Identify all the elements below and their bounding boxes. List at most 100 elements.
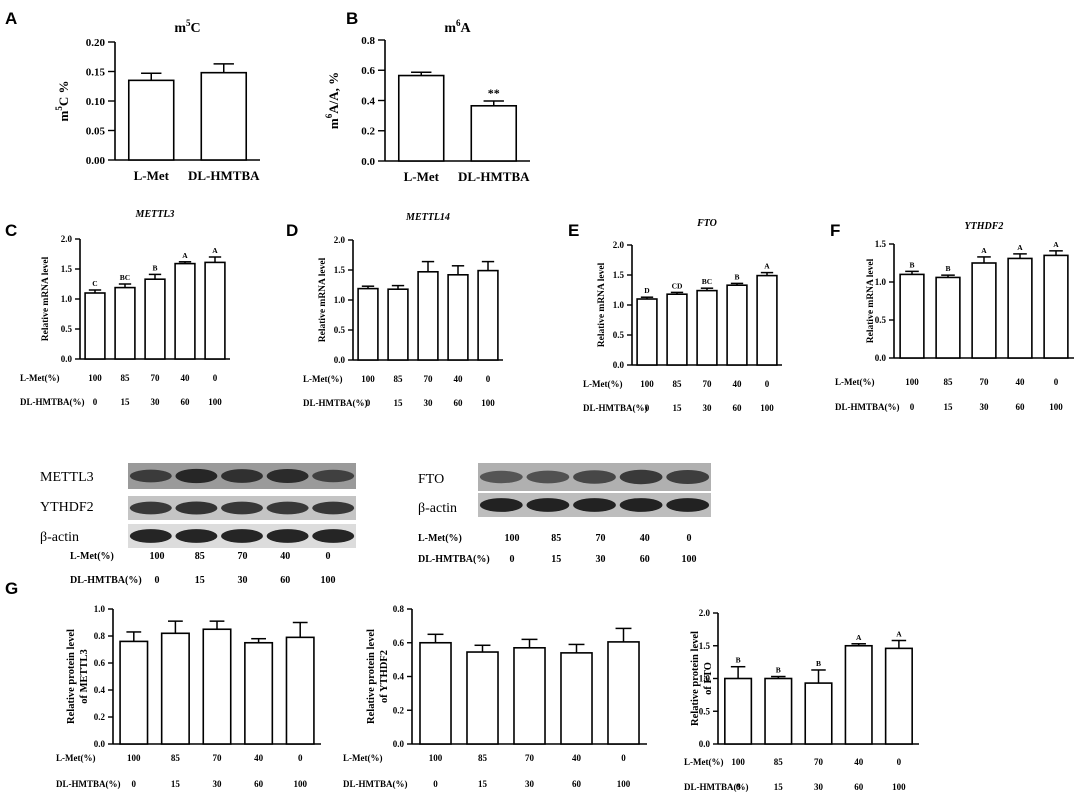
bar <box>935 276 961 359</box>
title-part: m <box>444 21 456 36</box>
y-tick-label: 1.0 <box>61 294 73 304</box>
y-tick-label: 1.0 <box>699 674 711 684</box>
blot-band <box>573 470 616 484</box>
y-tick-label: 0.0 <box>361 156 375 168</box>
ylabel-line: Relative protein level <box>66 629 77 724</box>
y-tick-label: 1.0 <box>875 277 887 287</box>
y-tick-label: 0.00 <box>86 155 106 167</box>
ylabel-part: m <box>326 118 341 129</box>
bar <box>636 298 658 366</box>
y-tick-label: 0.0 <box>613 360 625 370</box>
y-tick-label: 0.20 <box>86 37 106 49</box>
y-tick-label: 0.5 <box>699 706 711 716</box>
significance-label: B <box>945 264 950 273</box>
chart-e: 0.0 0.5 1.0 1.5 2.0 D CD BC B A FTO Relative mRNA l… <box>583 218 782 413</box>
l-met-row-label: L-Met(%) <box>70 551 114 562</box>
significance-label: ** <box>488 86 500 100</box>
y-tick-label: 0.5 <box>613 330 625 340</box>
blot-band <box>129 469 172 483</box>
chart-d: 0.0 0.5 1.0 1.5 2.0 METTL14 Relative mRNA leve… <box>303 212 503 408</box>
ylabel-superscript: 5 <box>54 106 64 111</box>
blot-label-left: METTL3 <box>40 470 94 485</box>
y-tick-label: 1.5 <box>613 270 625 280</box>
dl-hmtba-row-label: DL-HMTBA(%) <box>56 779 121 789</box>
panel-letter-b: B <box>346 9 358 28</box>
title-superscript: 5 <box>186 18 191 28</box>
panel-letter-d: D <box>286 221 298 240</box>
ylabel-superscript: 6 <box>324 113 334 118</box>
l-met-value: 85 <box>171 753 181 763</box>
chart-a: 0.000.050.100.150.20L-Met DL-HMTBAm5Cm5C … <box>54 18 260 183</box>
l-met-row-label: L-Met(%) <box>303 374 342 384</box>
significance-label: A <box>1053 240 1059 249</box>
significance-label: A <box>896 630 902 639</box>
y-axis-label: Relative mRNA level <box>41 256 51 341</box>
blot-band <box>573 498 616 512</box>
significance-label: CD <box>672 281 683 290</box>
dl-hmtba-value: 30 <box>980 402 990 412</box>
blot-beta-actin-left <box>128 524 356 548</box>
dl-hmtba-value: 100 <box>208 397 222 407</box>
l-met-row-label: L-Met(%) <box>835 377 874 387</box>
l-met-value: 70 <box>596 533 606 544</box>
blot-band <box>266 501 309 515</box>
blot-band <box>526 498 570 512</box>
y-axis-label: Relative mRNA level <box>597 262 607 347</box>
significance-label: B <box>152 263 157 272</box>
y-tick-label: 0.0 <box>61 354 73 364</box>
dl-hmtba-value: 15 <box>478 779 488 789</box>
l-met-value: 40 <box>254 753 264 763</box>
y-tick-label: 0.15 <box>86 66 106 78</box>
dl-hmtba-value: 15 <box>774 782 784 792</box>
significance-label: D <box>644 286 650 295</box>
significance-label: A <box>856 633 862 642</box>
y-tick-label: 0.0 <box>393 739 405 749</box>
blot-band <box>175 529 218 543</box>
ylabel-line: of METTL3 <box>79 649 90 704</box>
dl-hmtba-value: 0 <box>433 779 438 789</box>
bar <box>1007 257 1033 359</box>
y-tick-label: 0.6 <box>94 658 106 668</box>
dl-hmtba-value: 60 <box>1016 402 1026 412</box>
dl-hmtba-value: 100 <box>321 575 336 586</box>
blot-band <box>479 498 523 512</box>
dl-hmtba-value: 15 <box>551 554 561 565</box>
dl-hmtba-value: 0 <box>132 779 137 789</box>
l-met-value: 40 <box>733 379 743 389</box>
ylabel-line: Relative protein level <box>690 631 701 726</box>
ylabel-line: of YTHDF2 <box>379 650 390 703</box>
significance-label: BC <box>120 273 130 282</box>
bar <box>470 104 518 162</box>
y-tick-label: 1.5 <box>699 641 711 651</box>
western-blot-left: METTL3 YTHDF2 β-actin L-Met(%) DL-HMTBA(%) 10… <box>40 463 356 586</box>
bar <box>804 682 833 745</box>
y-tick-label: 2.0 <box>699 608 711 618</box>
dl-hmtba-row-label: DL-HMTBA(%) <box>303 398 368 408</box>
dl-hmtba-value: 15 <box>944 402 954 412</box>
bar <box>666 293 688 366</box>
dl-hmtba-value: 15 <box>121 397 131 407</box>
bar <box>114 286 136 360</box>
bar <box>513 647 546 745</box>
y-tick-label: 0.5 <box>61 324 73 334</box>
x-category-label: DL-HMTBA <box>458 169 530 184</box>
y-axis-label: m6A/A, % <box>324 72 341 129</box>
bar <box>447 273 469 361</box>
blot-label-right: FTO <box>418 472 444 487</box>
y-tick-label: 0.8 <box>393 604 405 614</box>
bar <box>419 641 452 745</box>
bar <box>899 273 925 359</box>
bar <box>1043 254 1069 359</box>
dl-hmtba-value: 0 <box>510 554 515 565</box>
dl-hmtba-row-label: DL-HMTBA(%) <box>70 575 142 586</box>
chart-title: METTL14 <box>405 212 450 223</box>
bar <box>200 71 248 161</box>
y-tick-label: 0.6 <box>393 638 405 648</box>
chart-g1: 0.0 0.2 0.4 0.6 0.8 1.0 Relative protein level… <box>56 604 321 789</box>
l-met-value: 40 <box>181 373 191 383</box>
bar <box>144 278 166 360</box>
dl-hmtba-row-label: DL-HMTBA(%) <box>343 779 408 789</box>
l-met-value: 70 <box>238 551 248 562</box>
bar <box>244 641 274 745</box>
